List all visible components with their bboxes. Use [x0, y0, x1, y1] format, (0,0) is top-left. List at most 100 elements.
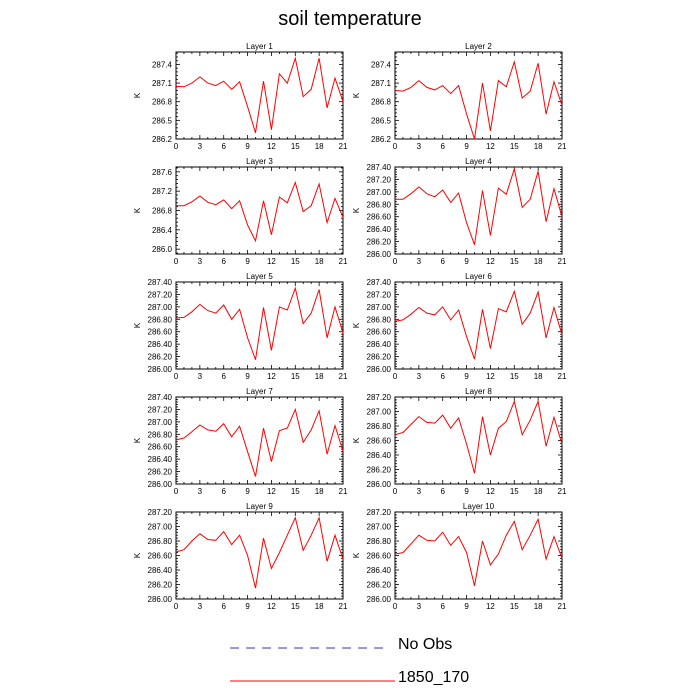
- y-tick-label: 286.80: [367, 315, 392, 324]
- x-tick-label: 21: [558, 142, 567, 151]
- x-tick-label: 15: [291, 142, 300, 151]
- x-tick-label: 0: [393, 602, 398, 611]
- x-tick-label: 21: [339, 487, 348, 496]
- y-tick-label: 286.40: [367, 225, 392, 234]
- x-tick-label: 9: [464, 372, 469, 381]
- x-tick-label: 3: [198, 142, 203, 151]
- x-tick-label: 3: [417, 257, 422, 266]
- x-tick-label: 6: [440, 372, 445, 381]
- x-tick-label: 21: [558, 372, 567, 381]
- y-tick-label: 286.20: [367, 238, 392, 247]
- x-tick-label: 6: [221, 142, 226, 151]
- y-axis-label: K: [352, 92, 361, 98]
- x-tick-label: 12: [486, 487, 495, 496]
- y-tick-label: 287.20: [367, 393, 392, 402]
- plot-frame: [394, 51, 563, 140]
- y-axis-label: K: [133, 437, 142, 443]
- x-tick-label: 6: [221, 602, 226, 611]
- x-tick-label: 21: [339, 257, 348, 266]
- y-tick-label: 287.00: [367, 523, 392, 532]
- y-tick-label: 286.80: [148, 430, 173, 439]
- x-tick-label: 12: [267, 257, 276, 266]
- x-tick-label: 18: [534, 142, 543, 151]
- series-line-1850-170: [175, 286, 344, 360]
- x-tick-label: 9: [245, 142, 250, 151]
- x-tick-label: 9: [464, 257, 469, 266]
- series-line-1850-170: [176, 180, 344, 243]
- x-tick-label: 0: [174, 257, 179, 266]
- y-tick-label: 287.20: [367, 175, 392, 184]
- y-tick-label: 286.00: [367, 595, 392, 604]
- panel-title: Layer 9: [246, 502, 273, 511]
- x-tick-label: 9: [464, 602, 469, 611]
- y-tick-label: 287.1: [371, 79, 392, 88]
- y-tick-label: 287.00: [367, 188, 392, 197]
- y-axis-label: K: [352, 207, 361, 213]
- x-tick-label: 6: [440, 142, 445, 151]
- y-tick-label: 287.40: [148, 393, 173, 402]
- x-tick-label: 0: [174, 602, 179, 611]
- x-tick-label: 0: [393, 372, 398, 381]
- legend-label-1850-170: 1850_170: [398, 669, 470, 686]
- y-tick-label: 286.00: [367, 365, 392, 374]
- x-tick-label: 3: [417, 487, 422, 496]
- y-tick-label: 286.20: [367, 581, 392, 590]
- y-tick-label: 287.20: [148, 405, 173, 414]
- x-tick-label: 0: [174, 372, 179, 381]
- panel-title: Layer 1: [246, 42, 273, 51]
- y-axis-label: K: [133, 322, 142, 328]
- x-tick-label: 21: [339, 142, 348, 151]
- y-tick-label: 287.40: [367, 278, 392, 287]
- y-tick-label: 287.20: [367, 290, 392, 299]
- x-tick-label: 6: [221, 487, 226, 496]
- x-tick-label: 15: [291, 487, 300, 496]
- y-tick-label: 286.8: [371, 98, 392, 107]
- panel-layer-7: Layer 7 K 0 3 6 9 12 15 18 21 286.00 286.20 286.40 28…: [133, 387, 348, 496]
- y-tick-label: 287.4: [152, 60, 173, 69]
- panel-title: Layer 4: [465, 157, 492, 166]
- y-tick-label: 287.00: [148, 418, 173, 427]
- x-tick-label: 9: [464, 142, 469, 151]
- legend-label-no-obs: No Obs: [398, 636, 453, 653]
- y-tick-label: 286.60: [148, 552, 173, 561]
- y-axis-label: K: [133, 207, 142, 213]
- y-tick-label: 287.40: [148, 278, 173, 287]
- y-tick-label: 286.00: [367, 250, 392, 259]
- legend-item-no-obs: No Obs: [230, 636, 560, 660]
- x-tick-label: 0: [393, 257, 398, 266]
- y-tick-label: 286.20: [148, 581, 173, 590]
- plot-frame: [175, 396, 344, 485]
- x-tick-label: 15: [291, 372, 300, 381]
- x-tick-label: 9: [464, 487, 469, 496]
- x-tick-label: 0: [174, 487, 179, 496]
- x-tick-label: 12: [267, 142, 276, 151]
- x-tick-label: 6: [221, 372, 226, 381]
- x-tick-label: 6: [440, 602, 445, 611]
- y-tick-label: 286.5: [152, 116, 173, 125]
- x-tick-label: 21: [558, 487, 567, 496]
- x-tick-label: 15: [291, 257, 300, 266]
- y-tick-label: 286.40: [367, 451, 392, 460]
- y-tick-label: 286.40: [367, 566, 392, 575]
- y-tick-label: 287.20: [148, 508, 173, 517]
- panel-title: Layer 7: [246, 387, 273, 396]
- y-tick-label: 286.4: [152, 226, 173, 235]
- y-tick-label: 286.40: [148, 340, 173, 349]
- panel-layer-10: Layer 10 K 0 3 6 9 12 15 18 21 286.00 286.20 286.40 2…: [352, 502, 567, 611]
- series-line-1850-170: [175, 516, 344, 589]
- x-tick-label: 21: [558, 602, 567, 611]
- panel-title: Layer 10: [463, 502, 495, 511]
- x-tick-label: 9: [245, 487, 250, 496]
- panel-layer-8: Layer 8 K 0 3 6 9 12 15 18 21 286.00 286.20 286.40 28…: [352, 387, 567, 496]
- y-tick-label: 287.6: [152, 168, 173, 177]
- legend-line-1850-170: [230, 680, 395, 682]
- x-tick-label: 15: [510, 487, 519, 496]
- series-line-1850-170: [394, 399, 563, 474]
- panel-title: Layer 5: [246, 272, 273, 281]
- y-tick-label: 286.2: [371, 135, 392, 144]
- plot-frame: [175, 51, 344, 140]
- y-tick-label: 286.80: [367, 422, 392, 431]
- x-tick-label: 3: [417, 142, 422, 151]
- y-tick-label: 287.4: [371, 60, 392, 69]
